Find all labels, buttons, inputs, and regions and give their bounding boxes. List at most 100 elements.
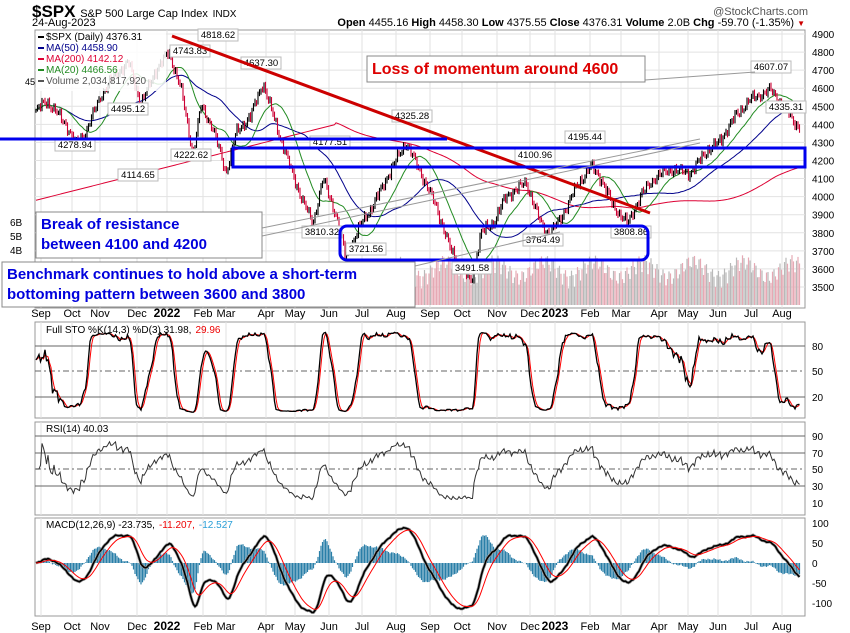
brand-logo: @StockCharts.com [713,6,808,18]
macd-histogram-bar [584,554,586,563]
volume-tick-label: 6B [10,218,23,229]
rsi-tick-label: 10 [812,499,824,510]
macd-histogram-bar [192,563,195,593]
resistance-annotation-box [35,211,263,259]
macd-histogram-bar [552,563,555,571]
macd-histogram-bar [672,563,675,565]
macd-histogram-bar [174,563,177,568]
volume-bar [513,277,516,305]
macd-histogram-bar [392,552,394,563]
macd-histogram-bar [579,550,582,563]
volume-bar [561,284,564,305]
macd-histogram-bar [297,563,300,580]
price-label: 4335.31 [769,102,803,113]
volume-bar [566,276,568,305]
legend-swatch [38,80,44,82]
macd-histogram-bar [359,548,361,563]
macd-histogram-bar [215,561,217,563]
volume-bar [689,266,691,305]
macd-histogram-bar [440,563,442,581]
macd-tick-label: -100 [812,599,832,610]
macd-histogram-bar [381,548,384,563]
quote-value: 4458.30 [438,17,482,29]
x-tick-label: 2023 [542,306,569,320]
macd-histogram-bar [717,559,720,563]
volume-bar [504,265,507,305]
macd-histogram-bar [707,558,709,563]
macd-histogram-bar [291,563,294,582]
macd-histogram-bar [330,551,333,563]
y-tick-label: 4200 [812,156,835,167]
macd-histogram-bar [702,558,705,563]
macd-histogram-bar [527,563,529,568]
macd-histogram-bar [714,559,717,563]
x-tick-label: Jul [744,308,758,320]
volume-bar [768,280,771,305]
volume-bar [797,256,799,305]
x-tick-label: Aug [386,621,406,633]
macd-histogram-bar [110,551,112,563]
macd-histogram-bar [635,558,637,563]
x-tick-label: Jun [320,308,338,320]
macd-histogram-bar [228,563,231,571]
volume-bar [699,258,702,305]
macd-histogram-bar [644,549,646,563]
macd-histogram-bar [267,561,270,563]
x-tick-label: Jun [709,621,727,633]
macd-histogram-bar [107,550,109,563]
volume-bar [548,264,550,305]
price-label: 3491.58 [455,263,489,274]
volume-bar [707,272,709,305]
downtrend-line [171,34,651,215]
macd-histogram-bar [272,563,274,572]
volume-bar [645,260,648,305]
macd-histogram-bar [203,550,205,563]
volume-bar [483,264,486,305]
macd-histogram-bar [393,553,396,563]
macd-histogram-bar [434,563,436,580]
volume-bar [593,263,595,305]
volume-bar [447,256,450,305]
volume-bar [729,262,732,305]
volume-bar [627,273,630,305]
price-label: 3721.56 [349,244,383,255]
y-tick-label: 4900 [812,30,835,41]
macd-histogram-bar [713,558,715,563]
macd-histogram-bar [398,554,400,563]
x-tick-label: Aug [772,308,792,320]
macd-histogram-bar [578,550,580,563]
volume-bar [671,283,673,305]
volume-bar [542,264,544,305]
legend-entry: MA(20) 4466.56 [46,65,118,76]
macd-histogram-bar [749,561,751,563]
y-tick-label: 4300 [812,138,835,149]
resistance-zone [231,146,807,169]
macd-histogram-bar [666,560,669,563]
y-tick-label: 3800 [812,229,835,240]
macd-histogram-bar [689,563,691,569]
volume-bar [482,278,484,305]
volume-bar [599,266,601,305]
macd-histogram-bar [296,563,298,581]
macd-histogram-bar [188,563,190,591]
macd-histogram-bar [186,563,189,587]
volume-bar [735,257,738,305]
macd-histogram-bar [641,550,643,563]
macd-histogram-bar [300,563,303,579]
price-label: 4222.62 [174,150,208,161]
macd-histogram-bar [243,546,246,563]
macd-histogram-bar [171,560,174,563]
macd-histogram-bar [233,554,235,563]
macd-histogram-bar [506,552,508,563]
volume-bar [773,269,775,305]
sto-legend: Full STO %K(14,3) %D(3) 31.98, 29.96 [46,325,221,336]
x-tick-label: Sep [420,308,440,320]
macd-histogram-bar [195,563,198,583]
volume-bar [579,280,582,305]
macd-histogram-bar [507,553,510,563]
volume-bar [746,264,748,305]
volume-bar [744,269,747,305]
x-tick-label: Jun [320,621,338,633]
volume-bar [459,267,462,305]
volume-bar [723,268,726,305]
